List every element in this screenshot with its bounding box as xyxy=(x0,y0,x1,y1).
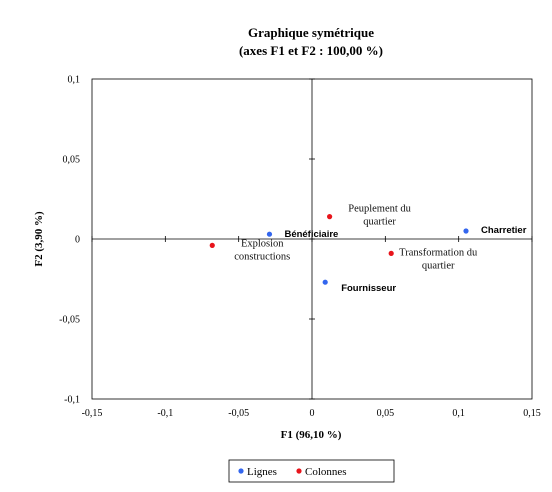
y-tick-label: 0,05 xyxy=(63,155,81,166)
x-tick-label: 0,15 xyxy=(523,408,541,419)
y-tick-label: 0,1 xyxy=(68,75,81,86)
column-point-label: quartier xyxy=(422,260,455,271)
x-tick-label: -0,1 xyxy=(157,408,173,419)
y-tick-label: -0,1 xyxy=(64,395,80,406)
x-axis-title: F1 (96,10 %) xyxy=(281,429,342,441)
legend: Lignes Colonnes xyxy=(228,459,395,483)
column-point-label: Peuplement du xyxy=(348,204,411,215)
legend-label: Colonnes xyxy=(305,466,347,478)
zero-axes xyxy=(92,79,532,399)
legend-marker xyxy=(296,468,302,474)
y-axis-title: F2 (3,90 %) xyxy=(33,211,45,267)
column-point-label: constructions xyxy=(234,251,290,262)
row-point xyxy=(322,279,328,285)
row-point xyxy=(463,228,469,234)
column-point xyxy=(388,250,394,256)
x-tick-label: -0,05 xyxy=(228,408,249,419)
column-point-label: Transformation du xyxy=(399,247,478,258)
legend-marker xyxy=(238,468,244,474)
row-point-label: Charretier xyxy=(481,225,527,236)
column-point-label: quartier xyxy=(363,217,396,228)
x-tick-label: 0 xyxy=(310,408,315,419)
row-point-label: Bénéficiaire xyxy=(284,229,338,240)
y-tick-label: -0,05 xyxy=(59,315,80,326)
column-point xyxy=(209,242,215,248)
legend-box xyxy=(228,459,395,483)
x-tick-label: 0,05 xyxy=(377,408,395,419)
legend-label: Lignes xyxy=(247,466,277,478)
column-point xyxy=(327,214,333,220)
row-point xyxy=(266,231,273,237)
points-layer: Bénéficiaire Fournisseur Charretier Explosi… xyxy=(209,204,527,294)
ticks-layer: -0,15 -0,1 -0,05 0 0,05 0,1 0,15-0,1-0,0500,05… xyxy=(59,75,541,420)
chart-subtitle: (axes F1 et F2 : 100,00 %) xyxy=(239,43,383,58)
x-tick-label: 0,1 xyxy=(452,408,465,419)
column-point-label: Explosion xyxy=(241,238,284,249)
y-tick-label: 0 xyxy=(75,235,80,246)
x-tick-label: -0,15 xyxy=(82,408,103,419)
row-point-label: Fournisseur xyxy=(341,283,396,294)
chart-title: Graphique symétrique xyxy=(248,25,374,40)
